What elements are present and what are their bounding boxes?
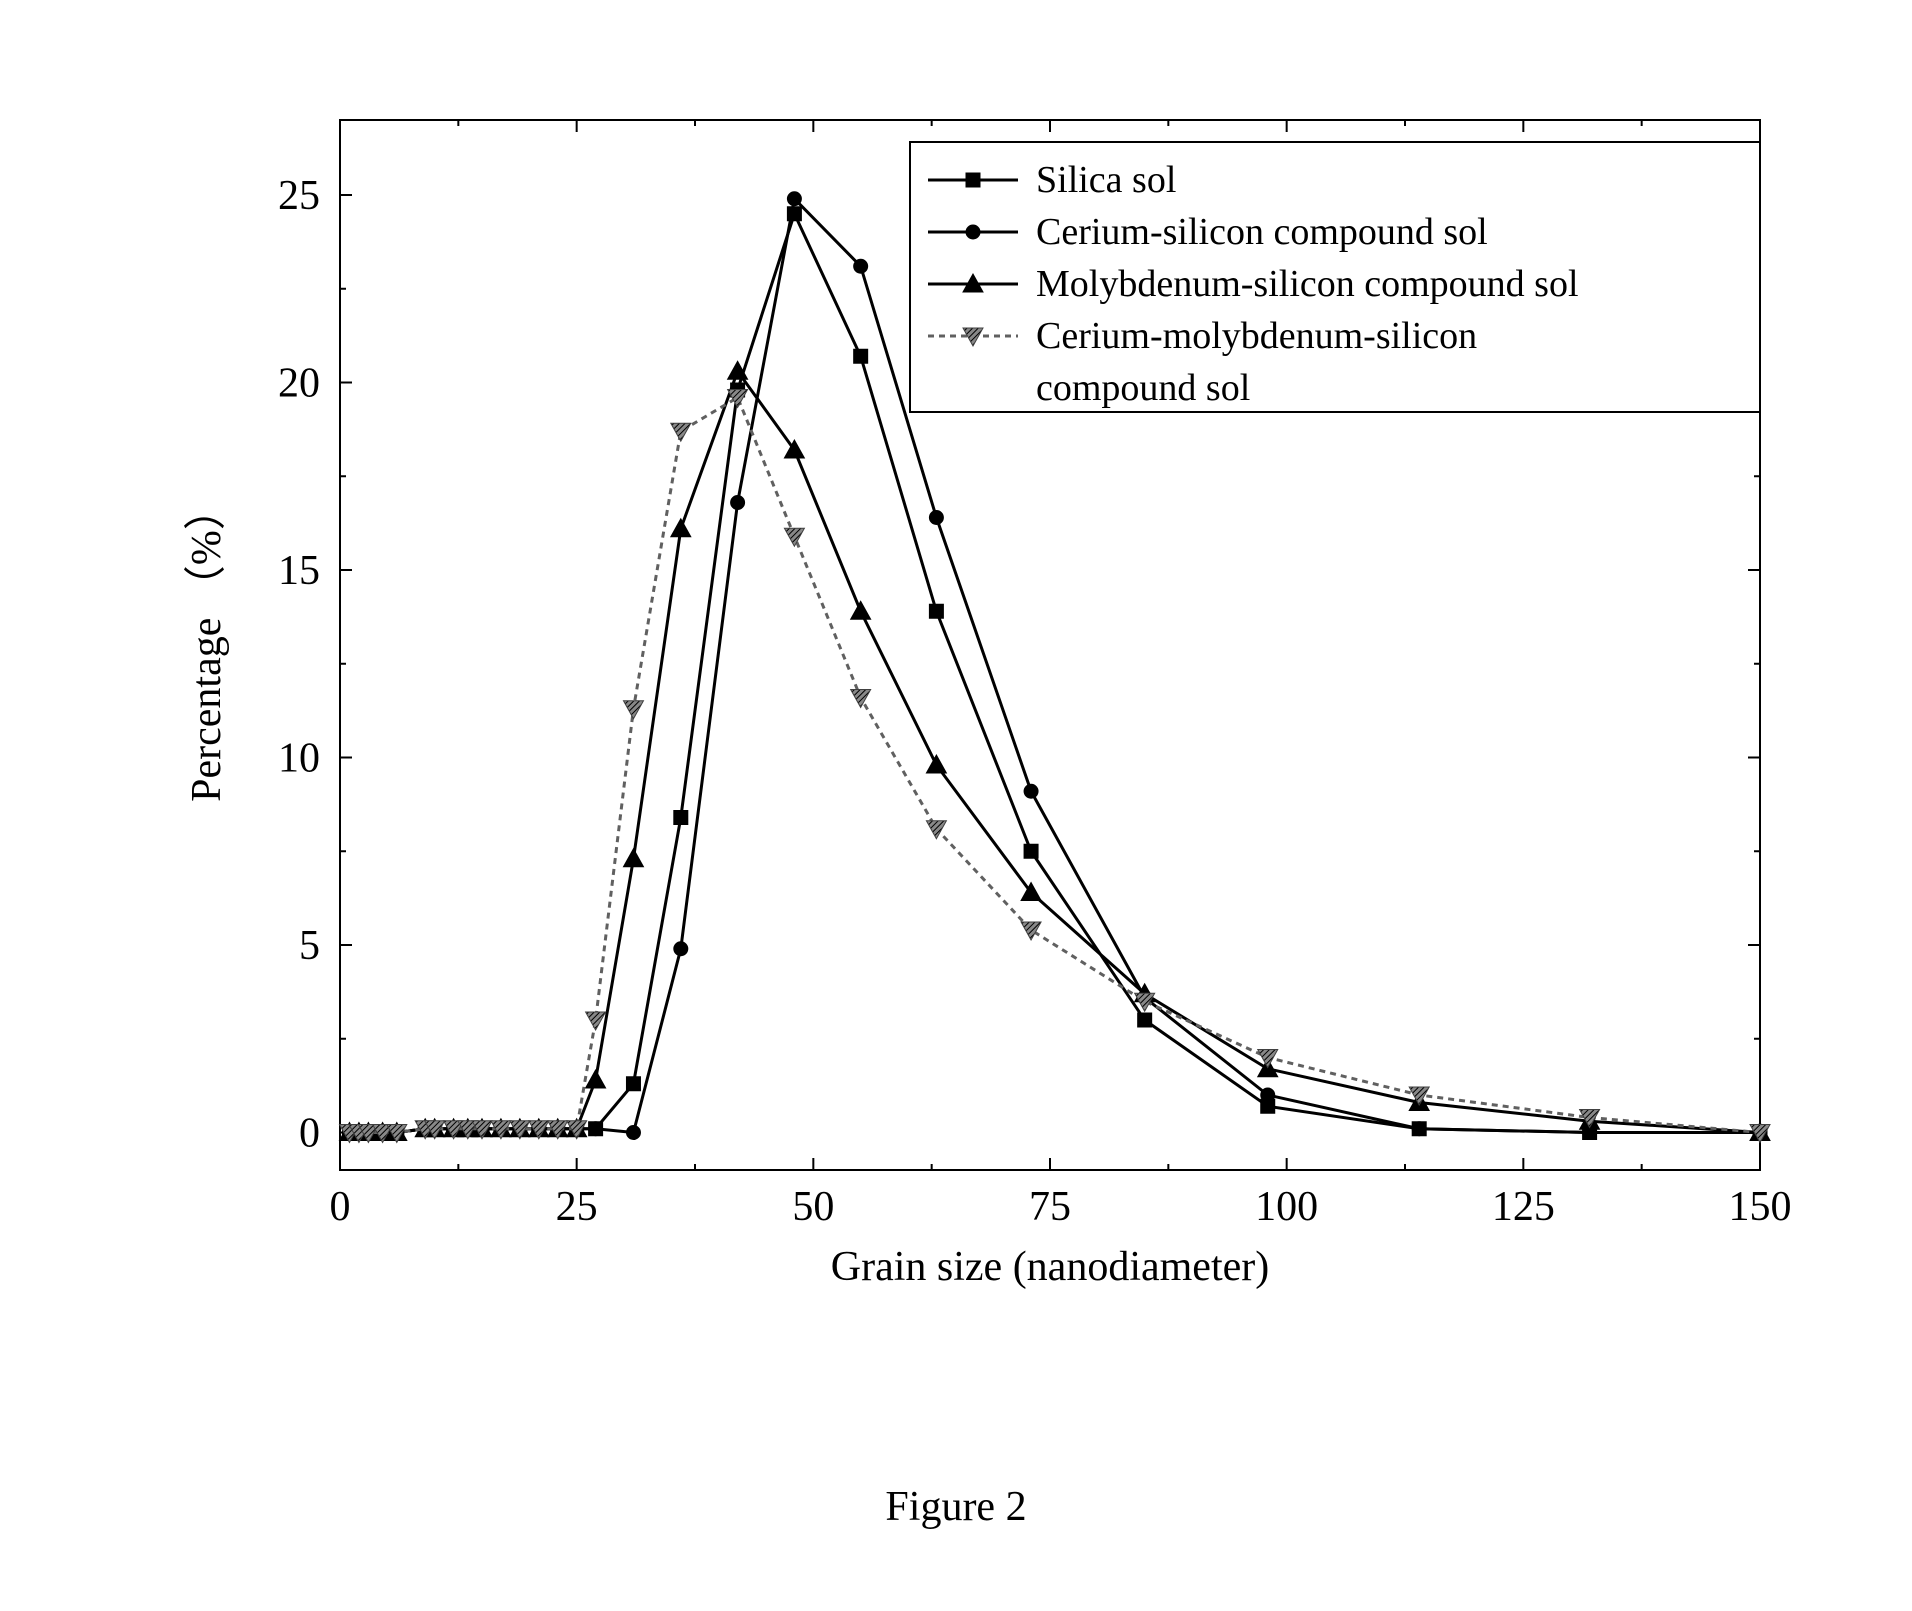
svg-text:50: 50 — [792, 1184, 834, 1230]
svg-text:15: 15 — [278, 548, 320, 594]
svg-text:Molybdenum-silicon compound so: Molybdenum-silicon compound sol — [1036, 263, 1579, 305]
svg-text:25: 25 — [278, 173, 320, 219]
svg-text:125: 125 — [1492, 1184, 1555, 1230]
svg-text:Grain size (nanodiameter): Grain size (nanodiameter) — [831, 1244, 1269, 1290]
svg-text:75: 75 — [1029, 1184, 1071, 1230]
svg-text:5: 5 — [299, 923, 320, 969]
chart-svg: 0 25 50 75 100 125 150 0 5 10 15 20 25 Grain size (na… — [100, 80, 1812, 1430]
svg-text:150: 150 — [1729, 1184, 1792, 1230]
svg-text:Silica sol: Silica sol — [1036, 159, 1176, 201]
figure-caption: Figure 2 — [885, 1483, 1026, 1531]
svg-text:10: 10 — [278, 736, 320, 782]
svg-text:Cerium-silicon compound sol: Cerium-silicon compound sol — [1036, 211, 1488, 253]
svg-text:20: 20 — [278, 361, 320, 407]
svg-text:compound sol: compound sol — [1036, 367, 1250, 409]
chart-container: 0 25 50 75 100 125 150 0 5 10 15 20 25 Grain size (na… — [100, 80, 1812, 1430]
svg-text:25: 25 — [556, 1184, 598, 1230]
svg-text:0: 0 — [330, 1184, 351, 1230]
svg-text:Cerium-molybdenum-silicon: Cerium-molybdenum-silicon — [1036, 315, 1477, 357]
svg-text:0: 0 — [299, 1111, 320, 1157]
svg-text:100: 100 — [1255, 1184, 1318, 1230]
svg-text:Percentage （%）: Percentage （%） — [184, 488, 230, 802]
